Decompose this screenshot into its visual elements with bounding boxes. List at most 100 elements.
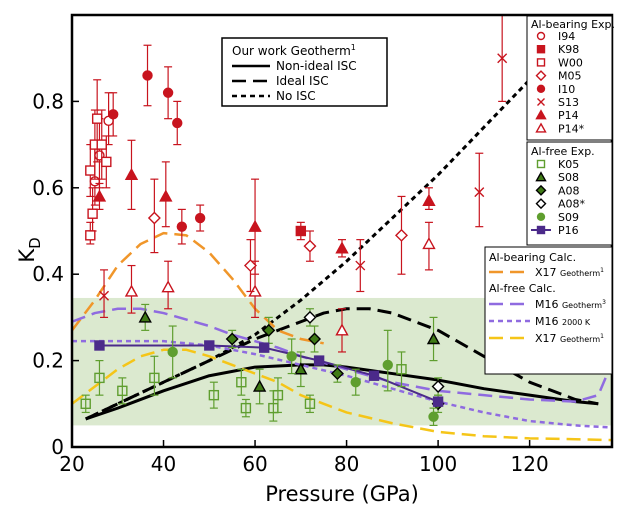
point-p16 <box>313 355 325 366</box>
point-p16 <box>259 342 270 353</box>
legend-our-title-sup: 1 <box>351 43 356 52</box>
legend-calc-entry: M16 Geotherm3 <box>535 298 606 311</box>
x-tick-label: 120 <box>511 452 549 476</box>
series-line-m16-2000-k <box>72 339 612 429</box>
legend-calc-al-title: Al-bearing Calc. <box>489 251 576 264</box>
point-s08 <box>138 310 152 323</box>
legend-al-entry: I94 <box>558 30 575 43</box>
point-i10 <box>176 221 188 232</box>
point-s13 <box>99 290 110 301</box>
point-k05 <box>80 398 91 409</box>
point-p16 <box>368 370 380 381</box>
legend-free-marker <box>535 171 547 182</box>
point-a08-star <box>303 310 317 324</box>
y-axis-label-main: K <box>15 248 39 263</box>
legend-free-entry: A08 <box>558 184 580 197</box>
legend-al-marker <box>535 109 547 120</box>
point-p16 <box>94 340 105 351</box>
legend-our-entry: No ISC <box>276 89 316 103</box>
point-w00 <box>85 230 96 241</box>
x-axis-label: Pressure (GPa) <box>265 482 419 506</box>
point-m05 <box>303 239 317 253</box>
point-p14 <box>422 193 436 206</box>
point-s09 <box>428 411 439 422</box>
y-tick-label: 0 <box>51 435 64 459</box>
legend-our-entry: Ideal ISC <box>276 74 329 88</box>
legend-free-marker <box>536 159 546 169</box>
legend-calc-entry: M16 2000 K <box>535 315 591 328</box>
legend-free-marker <box>536 212 546 222</box>
x-tick-label: 40 <box>151 452 176 476</box>
point-k05 <box>396 364 407 375</box>
point-w00 <box>85 165 96 176</box>
legend-calc-entry: X17 Geotherm1 <box>535 332 604 345</box>
legend-free-entry: K05 <box>558 158 579 171</box>
y-axis-label-sub: D <box>26 237 44 249</box>
point-s08 <box>294 362 308 375</box>
y-tick-label: 0.8 <box>32 89 64 113</box>
legend-al-marker <box>536 45 546 54</box>
y-axis-label: KD <box>15 237 44 262</box>
point-k05 <box>272 389 284 401</box>
point-w00 <box>91 113 103 124</box>
legend-free-marker <box>536 225 546 235</box>
series-line-no-isc <box>85 15 604 421</box>
legend-free-entry: P16 <box>558 224 579 237</box>
legend-al-marker <box>536 84 546 94</box>
legend-al-bearing-exp: Al-bearing Exp. I94K98W00M05I10S13P14P14… <box>526 15 615 141</box>
legend-calc-entry: X17 Geotherm1 <box>535 266 604 279</box>
legend-al-marker <box>536 58 546 67</box>
point-p14 <box>335 241 349 254</box>
legend-our-entry: Non-ideal ISC <box>276 59 357 73</box>
series-line-x17-al-bearing <box>72 231 324 345</box>
point-p14-star <box>335 323 349 336</box>
point-p14 <box>248 219 262 232</box>
point-k05 <box>236 377 247 388</box>
x-axis: 20 40 60 80 100 120 <box>59 440 549 476</box>
legend-al-entry: I10 <box>558 83 575 96</box>
point-p14 <box>159 189 173 202</box>
point-p14 <box>124 167 139 181</box>
legend-al-marker <box>535 70 547 82</box>
legend-our-title: Our work Geotherm <box>232 44 351 58</box>
legend-al-entry: P14 <box>558 109 579 122</box>
svg-text:Our work Geotherm1: Our work Geotherm1 <box>232 43 356 58</box>
point-s08 <box>252 379 267 392</box>
x-tick-label: 20 <box>59 452 84 476</box>
point-s08 <box>426 332 441 345</box>
legend-al-entry: M05 <box>558 70 582 83</box>
point-s09 <box>350 377 361 388</box>
legend-alfree-exp-title: Al-free Exp. <box>531 145 595 158</box>
series-line-m16-geotherm <box>72 307 609 403</box>
point-p14-star <box>161 280 175 293</box>
point-w00 <box>96 139 107 150</box>
point-p14 <box>92 189 107 202</box>
point-k98 <box>295 225 307 237</box>
point-k05 <box>208 389 220 401</box>
point-k05 <box>240 402 252 414</box>
point-w00 <box>87 208 98 219</box>
point-m05 <box>243 259 257 273</box>
x-tick-label: 60 <box>242 452 267 476</box>
point-a08 <box>262 323 276 337</box>
point-i10 <box>172 117 183 129</box>
svg-text:KD: KD <box>15 237 44 262</box>
point-s09 <box>286 351 297 362</box>
legend-al-marker <box>535 122 547 133</box>
point-m05 <box>147 211 161 225</box>
legend-calc-free-title: Al-free Calc. <box>489 282 556 295</box>
point-k05 <box>94 372 105 384</box>
x-tick-label: 100 <box>419 452 457 476</box>
legend-free-entry: A08* <box>558 198 586 211</box>
y-tick-label: 0.4 <box>32 262 64 286</box>
point-s09 <box>167 346 178 358</box>
legend-free-entry: S08 <box>558 171 579 184</box>
point-p16 <box>204 340 215 351</box>
point-s13 <box>497 53 508 64</box>
point-s13 <box>355 260 366 271</box>
legend-al-entry: P14* <box>558 122 585 135</box>
point-s13 <box>474 187 485 198</box>
